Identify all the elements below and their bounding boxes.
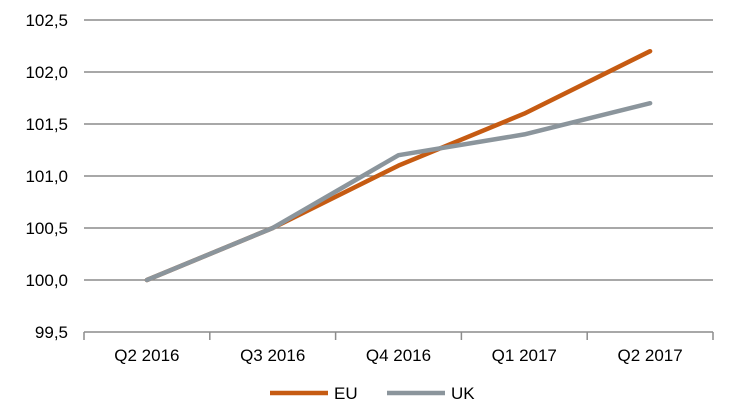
y-tick-label: 100,5 xyxy=(25,219,68,238)
x-tick-label: Q4 2016 xyxy=(366,346,431,365)
x-tick-label: Q1 2017 xyxy=(492,346,557,365)
legend-label-uk: UK xyxy=(451,384,475,403)
y-tick-label: 101,0 xyxy=(25,167,68,186)
x-tick-label: Q2 2017 xyxy=(617,346,682,365)
x-tick-label: Q2 2016 xyxy=(114,346,179,365)
y-tick-label: 101,5 xyxy=(25,115,68,134)
y-tick-label: 102,5 xyxy=(25,11,68,30)
legend-label-eu: EU xyxy=(334,384,358,403)
y-tick-label: 102,0 xyxy=(25,63,68,82)
series-line-uk xyxy=(147,103,650,280)
y-tick-label: 99,5 xyxy=(35,323,68,342)
x-tick-label: Q3 2016 xyxy=(240,346,305,365)
y-tick-label: 100,0 xyxy=(25,271,68,290)
